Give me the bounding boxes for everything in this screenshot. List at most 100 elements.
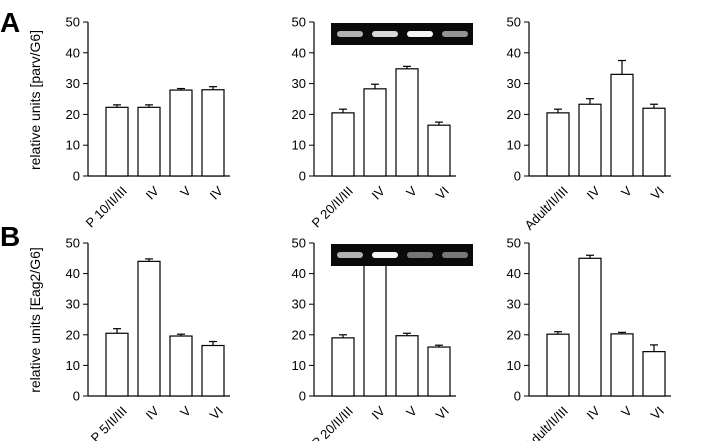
bar — [395, 68, 419, 177]
y-tick-label: 20 — [66, 327, 80, 342]
y-tick-label: 20 — [292, 327, 306, 342]
category-label: IV — [143, 403, 163, 423]
category-label: VI — [648, 403, 667, 422]
bar — [137, 106, 161, 177]
y-tick-label: 30 — [66, 297, 80, 312]
y-tick-label: 10 — [66, 358, 80, 373]
category-label: V — [618, 403, 635, 420]
gel-band — [407, 252, 433, 258]
category-label: VI — [648, 183, 667, 202]
category-label: VI — [207, 403, 226, 422]
category-label: Adult/II/III — [521, 403, 570, 441]
chart-panel: 0 10 20 30 40 50 Adult/II/III IV V VI — [507, 15, 671, 233]
bar — [610, 73, 634, 177]
chart-panel: 0 10 20 30 40 50 P 5/II/III IV V VI — [66, 236, 230, 441]
bar — [105, 332, 129, 397]
y-tick-label: 40 — [507, 266, 521, 281]
bar — [105, 106, 129, 177]
y-tick-label: 50 — [292, 15, 306, 30]
chart-panel: 0 10 20 30 40 50 Adult/II/III IV V VI — [507, 236, 671, 441]
y-tick-label: 50 — [66, 236, 80, 251]
category-label: P 10/II/III — [83, 183, 130, 230]
y-tick-label: 30 — [507, 297, 521, 312]
bar — [169, 89, 193, 177]
bar — [331, 112, 355, 177]
category-label: P 20/II/III — [309, 183, 356, 230]
y-tick-label: 40 — [292, 45, 306, 60]
category-label: IV — [369, 403, 389, 423]
category-label: VI — [433, 403, 452, 422]
category-label: IV — [584, 183, 604, 203]
gel-band — [337, 252, 363, 258]
bar — [363, 88, 387, 177]
bar — [363, 255, 387, 397]
bar — [169, 335, 193, 397]
y-tick-label: 20 — [292, 107, 306, 122]
category-label: IV — [207, 183, 227, 203]
y-tick-label: 0 — [73, 389, 80, 404]
y-axis-label-row-b: relative units [Eag2/G6] — [27, 247, 43, 393]
y-tick-label: 0 — [299, 169, 306, 184]
y-tick-label: 10 — [507, 358, 521, 373]
gel-band — [337, 31, 363, 37]
gel-band — [372, 252, 398, 258]
y-tick-label: 40 — [507, 45, 521, 60]
chart-panel: 0 10 20 30 40 50 P 10/II/III IV V IV — [66, 15, 230, 231]
bar — [201, 89, 225, 177]
bar — [201, 344, 225, 397]
bar — [395, 335, 419, 397]
y-tick-label: 40 — [66, 266, 80, 281]
category-label: P 5/II/III — [88, 403, 130, 441]
category-label: V — [177, 403, 194, 420]
bar — [578, 257, 602, 397]
chart-panel: 0 10 20 30 40 50 P 20/II/III IV V VI — [292, 15, 473, 231]
y-tick-label: 30 — [292, 76, 306, 91]
y-tick-label: 20 — [66, 107, 80, 122]
category-label: P 20/II/III — [309, 403, 356, 441]
bar — [427, 346, 451, 397]
y-tick-label: 30 — [507, 76, 521, 91]
gel-band — [442, 252, 468, 258]
category-label: V — [618, 183, 635, 200]
category-label: IV — [584, 403, 604, 423]
panel-letter-a: A — [0, 7, 20, 38]
gel-band — [372, 31, 398, 37]
y-tick-label: 20 — [507, 327, 521, 342]
bar — [427, 124, 451, 177]
chart-panel: 0 10 20 30 40 50 P 20/II/III IV V VI — [292, 236, 473, 441]
panel-letter-b: B — [0, 221, 20, 252]
y-tick-label: 0 — [73, 169, 80, 184]
bar — [610, 333, 634, 397]
y-tick-label: 30 — [292, 297, 306, 312]
category-label: V — [177, 183, 194, 200]
y-tick-label: 20 — [507, 107, 521, 122]
bar — [642, 107, 666, 177]
gel-image — [331, 244, 473, 266]
y-tick-label: 50 — [66, 15, 80, 30]
gel-band — [407, 31, 433, 37]
y-tick-label: 0 — [299, 389, 306, 404]
gel-band — [442, 31, 468, 37]
y-tick-label: 10 — [66, 138, 80, 153]
category-label: IV — [143, 183, 163, 203]
y-tick-label: 10 — [507, 138, 521, 153]
bar — [546, 333, 570, 397]
category-label: VI — [433, 183, 452, 202]
bar — [137, 260, 161, 397]
y-tick-label: 10 — [292, 138, 306, 153]
bar — [642, 351, 666, 397]
category-label: Adult/II/III — [521, 183, 570, 232]
y-tick-label: 40 — [66, 45, 80, 60]
y-tick-label: 0 — [514, 169, 521, 184]
bar — [546, 112, 570, 177]
y-tick-label: 50 — [292, 236, 306, 251]
y-tick-label: 40 — [292, 266, 306, 281]
category-label: V — [403, 183, 420, 200]
gel-image — [331, 23, 473, 45]
y-tick-label: 10 — [292, 358, 306, 373]
category-label: IV — [369, 183, 389, 203]
y-tick-label: 50 — [507, 236, 521, 251]
bar — [578, 103, 602, 177]
